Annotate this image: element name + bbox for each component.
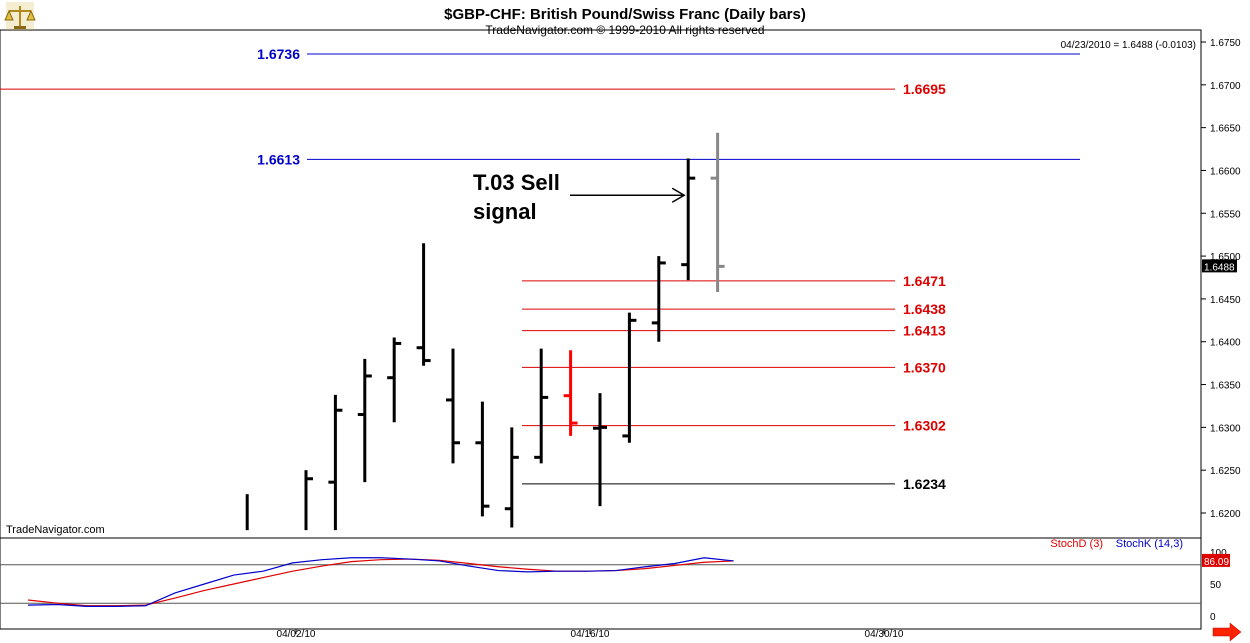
copyright-text: TradeNavigator.com © 1999-2010 All right… — [485, 23, 764, 37]
ohlc-bar-7 — [475, 401, 490, 517]
stoch-last-badge — [1202, 553, 1230, 567]
ohlc-bar-10 — [563, 350, 578, 436]
level-label-1-6234: 1.6234 — [903, 476, 946, 492]
ohlc-bar-8 — [504, 427, 519, 528]
stoch-last-label: 86.09 — [1204, 557, 1229, 568]
legend-stochk: StochK (14,3) — [1116, 538, 1183, 550]
y-tick-label: 1.6200 — [1210, 509, 1241, 520]
stochastic-panel-frame — [0, 537, 1202, 630]
chart-title: $GBP-CHF: British Pound/Swiss Franc (Dai… — [444, 6, 806, 23]
ohlc-bar-15 — [710, 132, 725, 293]
annotation-arrow-head — [671, 187, 686, 203]
ohlc-bar-12 — [622, 312, 637, 443]
y-tick-label: 1.6350 — [1210, 381, 1241, 392]
ohlc-bar-9 — [534, 348, 549, 464]
y-tick-label: 1.6550 — [1210, 209, 1241, 220]
y-tick-label: 1.6400 — [1210, 338, 1241, 349]
annotation-line1: T.03 Sell — [473, 170, 560, 195]
last-price-badge — [1202, 259, 1237, 273]
ohlc-bar-5 — [416, 243, 431, 366]
scales-logo-icon — [4, 2, 36, 30]
y-tick-label: 1.6750 — [1210, 38, 1241, 49]
x-tick-label: 04/02/10 — [277, 629, 316, 640]
level-label-1-6613: 1.6613 — [257, 151, 300, 167]
ohlc-bar-2 — [328, 394, 343, 531]
stoch-y-tick-label: 100 — [1210, 548, 1227, 559]
stoch-y-tick-label: 0 — [1210, 612, 1216, 623]
x-tick-label: 04/30/10 — [865, 629, 904, 640]
annotation-line2: signal — [473, 199, 537, 224]
ohlc-bar-1 — [304, 470, 313, 531]
ohlc-bar-11 — [593, 393, 607, 507]
level-label-1-6302: 1.6302 — [903, 418, 946, 434]
x-tick-label: 04/16/10 — [571, 629, 610, 640]
ohlc-bar-14 — [681, 158, 696, 281]
y-tick-label: 1.6450 — [1210, 295, 1241, 306]
level-label-1-6695: 1.6695 — [903, 81, 946, 97]
y-tick-label: 1.6250 — [1210, 466, 1241, 477]
last-price-label: 1.6488 — [1204, 262, 1235, 273]
level-label-1-6736: 1.6736 — [257, 46, 300, 62]
ohlc-bar-3 — [357, 358, 372, 483]
ohlc-bar-6 — [446, 348, 460, 464]
price-readout: 04/23/2010 = 1.6488 (-0.0103) — [1061, 40, 1196, 51]
level-label-1-6413: 1.6413 — [903, 323, 946, 339]
level-label-1-6370: 1.6370 — [903, 359, 946, 375]
y-tick-label: 1.6600 — [1210, 166, 1241, 177]
watermark: TradeNavigator.com — [6, 524, 105, 536]
y-tick-label: 1.6500 — [1210, 252, 1241, 263]
level-label-1-6438: 1.6438 — [903, 301, 946, 317]
level-label-1-6471: 1.6471 — [903, 273, 946, 289]
right-arrow-icon[interactable] — [1212, 622, 1242, 642]
ohlc-bar-4 — [387, 337, 402, 423]
stoch-series-1 — [27, 557, 734, 608]
stoch-y-tick-label: 50 — [1210, 580, 1222, 591]
legend-stochd: StochD (3) — [1050, 538, 1103, 550]
y-tick-label: 1.6300 — [1210, 423, 1241, 434]
ohlc-bar-13 — [651, 256, 666, 342]
y-tick-label: 1.6700 — [1210, 81, 1241, 92]
y-tick-label: 1.6650 — [1210, 124, 1241, 135]
